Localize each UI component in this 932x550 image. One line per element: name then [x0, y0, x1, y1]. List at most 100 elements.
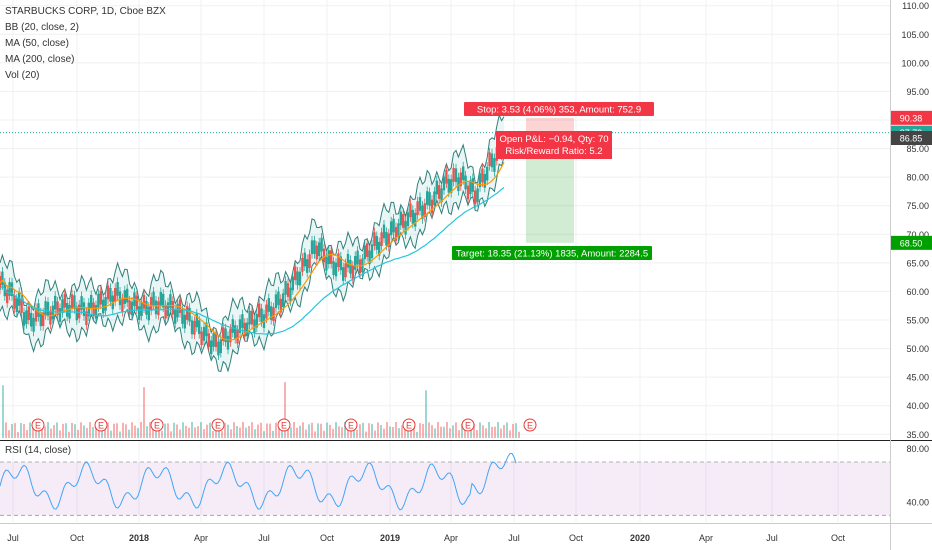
- indicator-vol[interactable]: Vol (20): [5, 70, 40, 81]
- candle-body: [442, 176, 446, 191]
- candle-body: [236, 329, 239, 344]
- volume-bar: [449, 428, 451, 438]
- candle-body: [334, 262, 338, 277]
- price-tag: [891, 110, 932, 125]
- candle-body: [430, 199, 434, 214]
- volume-bar: [338, 426, 340, 438]
- volume-bar: [293, 422, 295, 438]
- candle-body: [440, 188, 443, 203]
- candle-body: [15, 298, 18, 313]
- bollinger-fill: [0, 115, 504, 372]
- candle-body: [39, 312, 42, 327]
- volume-bar: [248, 425, 250, 438]
- earnings-marker-label: E: [348, 421, 354, 431]
- candle-body: [171, 300, 174, 315]
- candle-body: [97, 293, 100, 308]
- volume-bar: [236, 425, 238, 438]
- earnings-marker: [150, 418, 164, 432]
- volume-bar: [509, 430, 511, 438]
- volume-bar: [140, 422, 142, 438]
- volume-bar: [497, 422, 499, 438]
- candle-body: [344, 263, 347, 278]
- volume-bar: [257, 424, 259, 438]
- x-tick-label: Jul: [7, 533, 19, 543]
- volume-bar: [29, 422, 31, 438]
- volume-bar: [314, 431, 316, 438]
- x-tick-label: Jul: [766, 533, 778, 543]
- candle-body: [447, 178, 450, 193]
- volume-bar: [434, 428, 436, 438]
- volume-bar: [191, 422, 193, 438]
- volume-bar: [185, 425, 187, 438]
- candle-body: [10, 282, 14, 297]
- candle-body: [481, 168, 484, 183]
- y-tick-label: 85.00: [906, 144, 929, 154]
- candle-body: [90, 294, 93, 309]
- candle-body: [238, 319, 242, 334]
- candle-body: [450, 179, 453, 193]
- rsi-legend[interactable]: RSI (14, close): [5, 445, 72, 456]
- volume-bar: [47, 422, 49, 438]
- volume-bar: [146, 426, 148, 438]
- earnings-marker: [344, 418, 358, 432]
- candle-body: [318, 242, 321, 257]
- volume-bar: [485, 428, 487, 438]
- indicator-bb[interactable]: BB (20, close, 2): [5, 22, 79, 33]
- candle-body: [22, 312, 26, 326]
- candle-body: [250, 310, 254, 325]
- volume-bar: [335, 422, 337, 438]
- volume-bar: [122, 422, 124, 438]
- chart-title: STARBUCKS CORP, 1D, Cboe BZX: [5, 6, 166, 17]
- volume-bar: [101, 428, 103, 438]
- volume-bar: [362, 422, 364, 438]
- candle-body: [414, 212, 417, 227]
- risk-reward-label: Risk/Reward Ratio: 5.2: [505, 146, 602, 157]
- volume-bar: [62, 423, 64, 438]
- volume-bar: [494, 426, 496, 438]
- candle-body: [349, 259, 352, 274]
- price-tag-label: 90.38: [900, 113, 923, 123]
- volume-bar: [59, 430, 61, 438]
- volume-bar: [20, 423, 22, 438]
- volume-bar: [239, 427, 241, 438]
- volume-bar: [260, 422, 262, 438]
- candle-body: [214, 333, 218, 348]
- volume-bar: [311, 422, 313, 438]
- earnings-marker: [461, 418, 475, 432]
- volume-bar: [518, 431, 520, 438]
- volume-bar: [53, 425, 55, 438]
- candle-body: [308, 254, 311, 268]
- volume-bar: [176, 424, 178, 438]
- volume-bar: [395, 422, 397, 438]
- volume-bar: [479, 422, 481, 438]
- volume-bar: [341, 427, 343, 438]
- candle-body: [306, 259, 309, 273]
- bollinger-upper: [0, 113, 505, 339]
- candle-body: [217, 341, 220, 356]
- candle-body: [483, 174, 486, 188]
- candle-body: [289, 287, 292, 302]
- x-tick-label: Oct: [831, 533, 846, 543]
- candle-body: [195, 313, 198, 328]
- y-tick-label: 40.00: [906, 401, 929, 411]
- y-tick-label: 70.00: [906, 230, 929, 240]
- candle-body: [73, 295, 76, 310]
- candle-body: [198, 320, 201, 335]
- candle-body: [58, 308, 62, 322]
- candle-body: [226, 335, 230, 350]
- volume-bar: [89, 422, 91, 438]
- volume-bar: [110, 430, 112, 438]
- candle-body: [186, 306, 189, 320]
- candle-body: [296, 271, 299, 286]
- volume-bar: [446, 422, 448, 438]
- volume-bar: [161, 430, 163, 438]
- y-tick-label: 45.00: [906, 373, 929, 383]
- position-tool: Stop: 3.53 (4.06%) 353, Amount: 752.9 Ope…: [0, 102, 890, 260]
- candle-body: [188, 307, 191, 322]
- indicator-ma50[interactable]: MA (50, close): [5, 38, 69, 49]
- indicator-ma200[interactable]: MA (200, close): [5, 54, 75, 65]
- earnings-marker: [277, 418, 291, 432]
- x-tick-label: 2020: [630, 533, 650, 543]
